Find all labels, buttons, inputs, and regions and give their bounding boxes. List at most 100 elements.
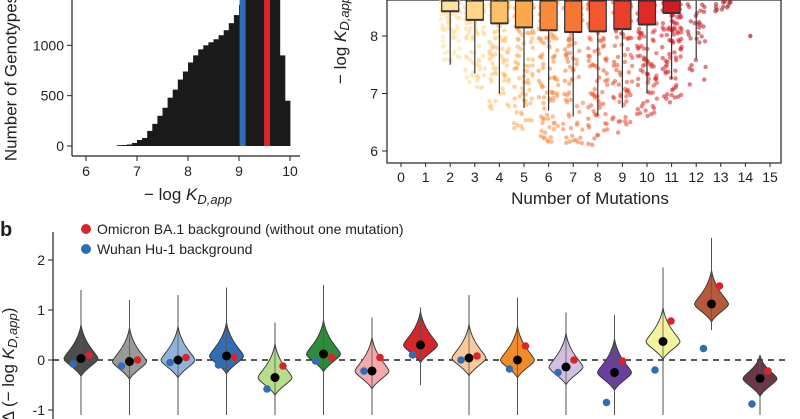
hist-bar [182,71,189,146]
scatter-point [464,55,469,60]
scatter-point [654,50,659,56]
scatter-point [545,116,551,121]
wuhan-marker [554,368,562,377]
scatter-point [675,21,680,26]
violin-y-tick-label: 2 [37,252,45,268]
hist-y-tick-label: 500 [41,88,65,104]
scatter-point [587,35,592,40]
scatter-point [566,37,572,42]
wuhan-marker [117,362,126,370]
scatter-point [645,98,650,104]
scatter-point [598,102,603,107]
scatter-point [618,72,623,78]
scatter-point [638,67,643,73]
scatter-point [652,110,657,115]
scatter-point [611,94,616,100]
scatter-x-label: Number of Mutations [511,189,669,208]
omicron-marker [473,352,481,360]
scatter-point [515,61,521,67]
scatter-point [480,29,486,35]
scatter-point [664,32,670,38]
scatter-point [687,82,692,87]
scatter-point [601,128,607,133]
scatter-point [604,121,609,127]
scatter-x-tick-label: 7 [569,169,577,185]
scatter-point [671,32,677,37]
violin-mean-dot [270,373,280,382]
hist-bar [228,23,235,146]
violin-y-label-sub: D,app [5,313,20,348]
omicron-marker [424,338,433,347]
scatter-point [660,55,665,61]
scatter-point [650,37,656,42]
scatter-point [512,66,517,72]
scatter-point [592,87,597,92]
scatter-point [702,77,707,82]
scatter-point [550,114,556,119]
hist-bar [244,0,250,146]
scatter-point [628,119,633,125]
scatter-point [660,21,666,26]
scatter-point [634,111,640,117]
scatter-point [615,62,620,68]
scatter-point [464,21,469,26]
scatter-point [536,78,542,83]
scatter-point [713,2,719,7]
scatter-point [530,63,535,68]
scatter-point [659,44,665,50]
scatter-point [487,39,492,45]
scatter-point [650,30,656,35]
scatter-point [574,61,579,67]
omicron-marker [279,362,287,370]
violin-y-label-prefix: (− log [0,359,18,407]
violin-mean-dot [513,355,522,365]
omicron-marker [667,317,675,325]
hist-bar [259,0,265,146]
scatter-point [541,95,547,100]
scatter-point [514,53,520,58]
scatter-x-tick-label: 0 [397,169,405,185]
scatter-point [629,35,634,41]
scatter-point [530,45,535,50]
scatter-point [488,76,493,82]
scatter-point [512,84,517,90]
hist-x-label-prefix: − log [144,185,186,204]
scatter-point [665,26,670,32]
scatter-point [549,31,554,37]
scatter-point [518,46,524,52]
scatter-point [499,53,504,59]
violin-mean-dot [319,349,328,359]
omicron-marker [764,367,772,375]
scatter-point [635,106,641,112]
scatter-point [638,53,643,59]
legend-wuhan-marker [81,244,91,254]
scatter-point [444,57,449,62]
scatter-point [542,130,548,135]
scatter-point [547,96,552,101]
scatter-point [525,77,531,83]
scatter-point [568,97,573,103]
legend-omicron-label: Omicron BA.1 background (without one mut… [97,221,404,237]
scatter-point [561,126,566,132]
scatter-point [517,94,523,99]
scatter-point [529,71,535,76]
scatter-point [686,32,691,38]
scatter-point [457,16,463,21]
scatter-point [577,109,582,115]
scatter-point [501,60,506,65]
scatter-point [586,116,591,121]
scatter-point [666,69,671,75]
hist-bar [193,55,199,146]
scatter-point [678,25,683,30]
scatter-point [673,76,678,81]
scatter-point [672,25,677,30]
scatter-point [624,79,630,85]
wuhan-marker [360,367,368,375]
scatter-point [504,58,510,63]
violin-mean-dot [658,337,668,346]
scatter-point [693,57,699,63]
scatter-point [545,139,551,144]
scatter-point [565,59,571,64]
scatter-point [516,28,521,33]
scatter-point [611,63,617,68]
